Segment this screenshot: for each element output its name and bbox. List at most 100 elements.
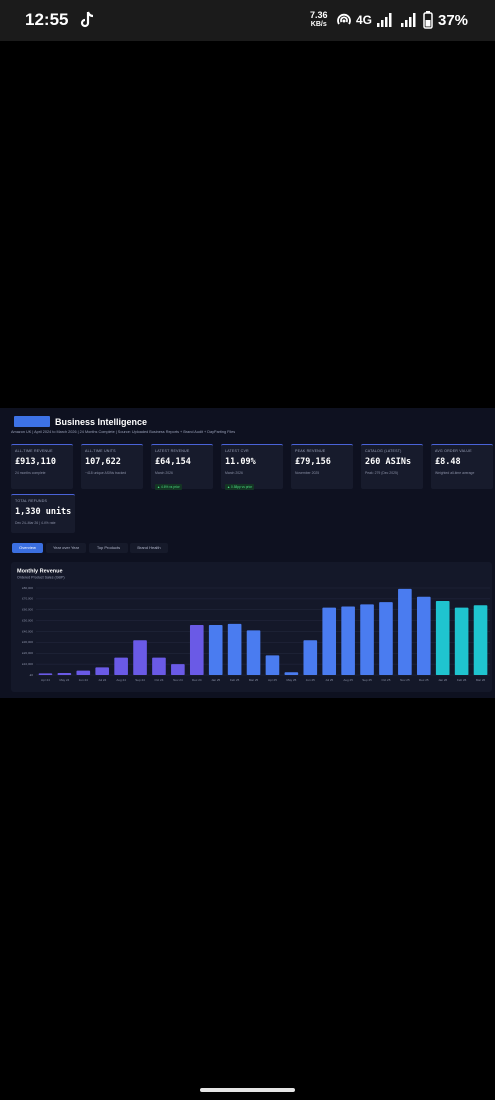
bar xyxy=(473,605,488,675)
card-label: LATEST REVENUE xyxy=(155,449,190,453)
chart: Monthly Revenue Ordered Product Sales (G… xyxy=(17,568,490,682)
chart-title: Monthly Revenue xyxy=(17,568,63,574)
x-tick-label: Jan 25 xyxy=(211,678,220,682)
card-note: November 2025 xyxy=(295,471,320,475)
bar xyxy=(227,623,242,675)
kpi-card: TOTAL REFUNDS 1,330 units Dec 24–Mar 26 | … xyxy=(11,494,75,533)
bar xyxy=(208,624,223,675)
card-label: PEAK REVENUE xyxy=(295,449,326,453)
bar xyxy=(416,596,431,675)
kpi-card: ALL-TIME REVENUE £913,110 24 months comple… xyxy=(11,444,73,489)
bar xyxy=(189,624,204,675)
nav-bar xyxy=(0,1080,495,1100)
home-indicator[interactable] xyxy=(200,1088,295,1092)
tab[interactable]: Brand Health xyxy=(130,543,168,553)
status-bar: 12:55 7.36 KB/s 4G 37% xyxy=(0,0,495,41)
card-label: TOTAL REFUNDS xyxy=(15,499,48,503)
x-tick-label: May 25 xyxy=(286,678,296,682)
card-note: March 2026 xyxy=(225,471,243,475)
bar xyxy=(133,640,147,675)
card-value: £913,110 xyxy=(15,457,56,467)
bar xyxy=(152,657,166,675)
card-note: 24 months complete xyxy=(15,471,46,475)
kpi-card: PEAK REVENUE £79,156 November 2025 xyxy=(291,444,353,489)
card-note: March 2026 xyxy=(155,471,173,475)
speed-unit: KB/s xyxy=(310,21,327,28)
speed: 7.36 xyxy=(310,10,328,20)
logo xyxy=(14,416,50,427)
bar xyxy=(360,604,374,675)
net-speed: 7.36 KB/s xyxy=(310,11,328,29)
x-tick-label: Jul 24 xyxy=(98,678,106,682)
y-tick-label: £70,000 xyxy=(22,597,33,601)
x-tick-label: Dec 25 xyxy=(419,678,429,682)
tiktok-icon xyxy=(80,11,94,28)
card-value: 107,622 xyxy=(85,457,121,467)
bar xyxy=(171,664,185,675)
x-tick-label: Feb 26 xyxy=(457,678,467,682)
clock: 12:55 xyxy=(25,10,69,29)
bar xyxy=(303,640,318,675)
x-tick-label: Mar 25 xyxy=(249,678,259,682)
card-value: 1,330 units xyxy=(15,507,72,517)
card-value: £64,154 xyxy=(155,457,191,467)
x-tick-label: Nov 24 xyxy=(173,678,183,682)
x-tick-label: Aug 24 xyxy=(116,678,126,682)
x-tick-label: Mar 26 xyxy=(476,678,486,682)
bar xyxy=(76,670,91,675)
card-value: £79,156 xyxy=(295,457,331,467)
y-tick-label: £60,000 xyxy=(22,608,33,612)
chart-panel: Monthly Revenue Ordered Product Sales (G… xyxy=(11,562,492,692)
card-note: Dec 24–Mar 26 | 4.4% rate xyxy=(15,521,56,525)
bar xyxy=(114,657,128,675)
tab[interactable]: Overview xyxy=(12,543,43,553)
battery-icon xyxy=(423,11,433,29)
x-tick-label: Jul 25 xyxy=(325,678,333,682)
x-tick-label: Apr 25 xyxy=(268,678,277,682)
x-tick-label: Dec 24 xyxy=(192,678,202,682)
chart-subtitle: Ordered Product Sales (GBP) xyxy=(17,575,65,579)
y-tick-label: £50,000 xyxy=(22,618,33,622)
x-tick-label: Sep 25 xyxy=(362,678,372,682)
card-note: Peak: 279 (Dec 2025) xyxy=(365,471,398,475)
bar xyxy=(57,673,72,675)
card-label: ALL-TIME UNITS xyxy=(85,449,116,453)
signal-2 xyxy=(401,13,416,27)
x-tick-label: Sep 24 xyxy=(135,678,145,682)
x-tick-label: Oct 24 xyxy=(155,678,164,682)
tab[interactable]: Year over Year xyxy=(46,543,86,553)
bar xyxy=(435,601,450,675)
kpi-card: LATEST REVENUE £64,154 March 2026 ▲ 4.6% vs… xyxy=(151,444,213,490)
kpi-card: ALL-TIME UNITS 107,622 ~418 unique ASINs t… xyxy=(81,444,143,489)
card-label: AVG ORDER VALUE xyxy=(435,449,472,453)
signal-1 xyxy=(377,13,392,27)
x-tick-label: Jun 25 xyxy=(306,678,315,682)
page-subtitle: Amazon UK | April 2024 to March 2026 | 2… xyxy=(11,430,236,434)
bar xyxy=(38,673,53,675)
kpi-card: LATEST CVR 11.09% March 2026 ▲ 0.58pp vs pr… xyxy=(221,444,283,490)
card-label: ALL-TIME REVENUE xyxy=(15,449,53,453)
card-value: 260 ASINs xyxy=(365,457,412,467)
y-tick-label: £40,000 xyxy=(22,629,33,633)
card-badge: ▲ 4.6% vs prior xyxy=(155,484,182,490)
page-title: Business Intelligence xyxy=(55,417,148,427)
bar xyxy=(265,655,280,675)
bar xyxy=(284,672,299,675)
network: 4G xyxy=(356,13,373,27)
y-tick-label: £30,000 xyxy=(22,640,33,644)
kpi-card: AVG ORDER VALUE £8.48 Weighted all-time av… xyxy=(431,444,493,489)
bar xyxy=(246,630,261,675)
bar xyxy=(341,606,355,675)
kpi-card: CATALOG (LATEST) 260 ASINs Peak: 279 (Dec … xyxy=(361,444,423,489)
hotspot-icon xyxy=(337,13,351,25)
card-value: £8.48 xyxy=(435,457,461,467)
card-label: LATEST CVR xyxy=(225,449,249,453)
x-tick-label: Feb 25 xyxy=(230,678,240,682)
x-tick-label: Aug 25 xyxy=(343,678,353,682)
tab[interactable]: Top Products xyxy=(89,543,128,553)
bar xyxy=(379,602,393,675)
x-tick-label: Oct 25 xyxy=(382,678,391,682)
card-note: ~418 unique ASINs tracked xyxy=(85,471,127,475)
x-tick-label: Jun 24 xyxy=(79,678,88,682)
